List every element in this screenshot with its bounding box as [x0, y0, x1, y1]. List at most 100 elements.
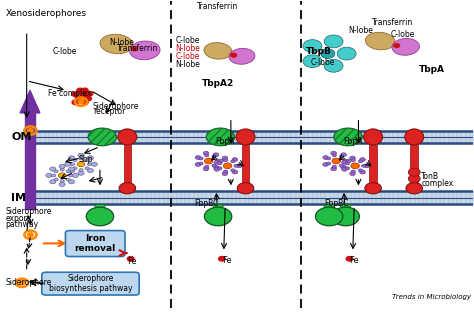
Text: Trends in Microbiology: Trends in Microbiology: [392, 294, 471, 300]
Text: TbpA2: TbpA2: [201, 79, 234, 88]
Ellipse shape: [362, 164, 366, 167]
Ellipse shape: [68, 180, 74, 184]
Circle shape: [82, 88, 88, 93]
Circle shape: [231, 53, 237, 57]
Ellipse shape: [59, 164, 65, 168]
Ellipse shape: [46, 173, 52, 177]
Circle shape: [80, 92, 87, 97]
Ellipse shape: [342, 167, 347, 171]
Ellipse shape: [324, 59, 343, 72]
Ellipse shape: [69, 174, 73, 177]
Ellipse shape: [204, 43, 232, 59]
Circle shape: [132, 47, 137, 51]
Ellipse shape: [332, 165, 337, 168]
Ellipse shape: [392, 38, 419, 55]
Ellipse shape: [87, 163, 91, 166]
Ellipse shape: [118, 129, 137, 145]
Ellipse shape: [100, 34, 133, 54]
Ellipse shape: [365, 183, 382, 194]
Text: C-lobe: C-lobe: [53, 47, 77, 56]
Circle shape: [78, 100, 84, 104]
Ellipse shape: [58, 173, 66, 178]
Ellipse shape: [341, 165, 346, 169]
Ellipse shape: [212, 155, 216, 158]
Ellipse shape: [54, 178, 58, 181]
Ellipse shape: [86, 207, 114, 226]
Circle shape: [346, 257, 353, 261]
FancyBboxPatch shape: [65, 231, 125, 257]
Polygon shape: [242, 145, 249, 190]
Ellipse shape: [408, 168, 420, 176]
Ellipse shape: [50, 167, 56, 171]
Circle shape: [128, 257, 134, 261]
Text: TonB: TonB: [421, 172, 439, 181]
Text: IM: IM: [11, 193, 26, 203]
Text: FbpBC: FbpBC: [194, 199, 219, 208]
Ellipse shape: [360, 170, 365, 174]
Ellipse shape: [212, 164, 216, 167]
Polygon shape: [20, 90, 40, 113]
Ellipse shape: [237, 183, 254, 194]
Ellipse shape: [205, 154, 209, 157]
Ellipse shape: [68, 167, 74, 171]
Ellipse shape: [59, 182, 65, 186]
Ellipse shape: [320, 49, 335, 58]
Ellipse shape: [66, 170, 70, 173]
Ellipse shape: [223, 163, 232, 169]
Ellipse shape: [232, 157, 238, 161]
Text: C-lobe: C-lobe: [391, 30, 415, 39]
Text: N-lobe: N-lobe: [348, 26, 373, 35]
Text: FbpA: FbpA: [343, 137, 363, 146]
Text: Fe: Fe: [349, 256, 359, 265]
Ellipse shape: [204, 207, 232, 226]
Text: TbpB: TbpB: [306, 47, 331, 56]
Ellipse shape: [65, 162, 71, 166]
Circle shape: [72, 92, 79, 97]
Circle shape: [85, 96, 91, 101]
Text: Siderophore
biosynthesis pathway: Siderophore biosynthesis pathway: [49, 274, 132, 293]
Ellipse shape: [324, 35, 343, 48]
Ellipse shape: [364, 164, 370, 168]
Ellipse shape: [218, 167, 222, 170]
Ellipse shape: [346, 162, 350, 165]
Ellipse shape: [231, 160, 235, 163]
Ellipse shape: [87, 156, 93, 160]
Ellipse shape: [323, 156, 328, 159]
Text: C-lobe: C-lobe: [310, 58, 335, 67]
Ellipse shape: [337, 47, 356, 60]
Ellipse shape: [199, 157, 203, 160]
Circle shape: [77, 88, 83, 93]
Text: Siderophore: Siderophore: [93, 102, 139, 111]
Ellipse shape: [237, 164, 242, 168]
Text: Xenosiderophores: Xenosiderophores: [5, 9, 86, 18]
Ellipse shape: [50, 180, 56, 184]
Ellipse shape: [358, 169, 363, 172]
Ellipse shape: [88, 128, 117, 146]
Text: Fe complex: Fe complex: [48, 89, 91, 98]
Ellipse shape: [222, 156, 228, 160]
Ellipse shape: [231, 169, 235, 172]
Circle shape: [72, 100, 79, 105]
Ellipse shape: [203, 151, 209, 155]
Ellipse shape: [350, 156, 356, 160]
Ellipse shape: [66, 178, 70, 181]
Ellipse shape: [331, 167, 337, 171]
Ellipse shape: [69, 156, 75, 160]
Polygon shape: [94, 204, 106, 210]
Ellipse shape: [78, 153, 84, 157]
Ellipse shape: [342, 160, 347, 164]
Ellipse shape: [224, 159, 228, 162]
Ellipse shape: [60, 168, 64, 171]
Ellipse shape: [214, 167, 220, 171]
Ellipse shape: [73, 167, 77, 170]
Polygon shape: [124, 145, 131, 190]
Polygon shape: [212, 204, 224, 210]
Ellipse shape: [234, 164, 238, 167]
Ellipse shape: [222, 172, 228, 175]
Text: Siderophore: Siderophore: [5, 207, 52, 216]
Ellipse shape: [332, 158, 340, 164]
Text: pathway: pathway: [5, 220, 38, 229]
Text: Fe: Fe: [222, 256, 231, 265]
Ellipse shape: [60, 180, 64, 183]
Ellipse shape: [87, 168, 93, 173]
